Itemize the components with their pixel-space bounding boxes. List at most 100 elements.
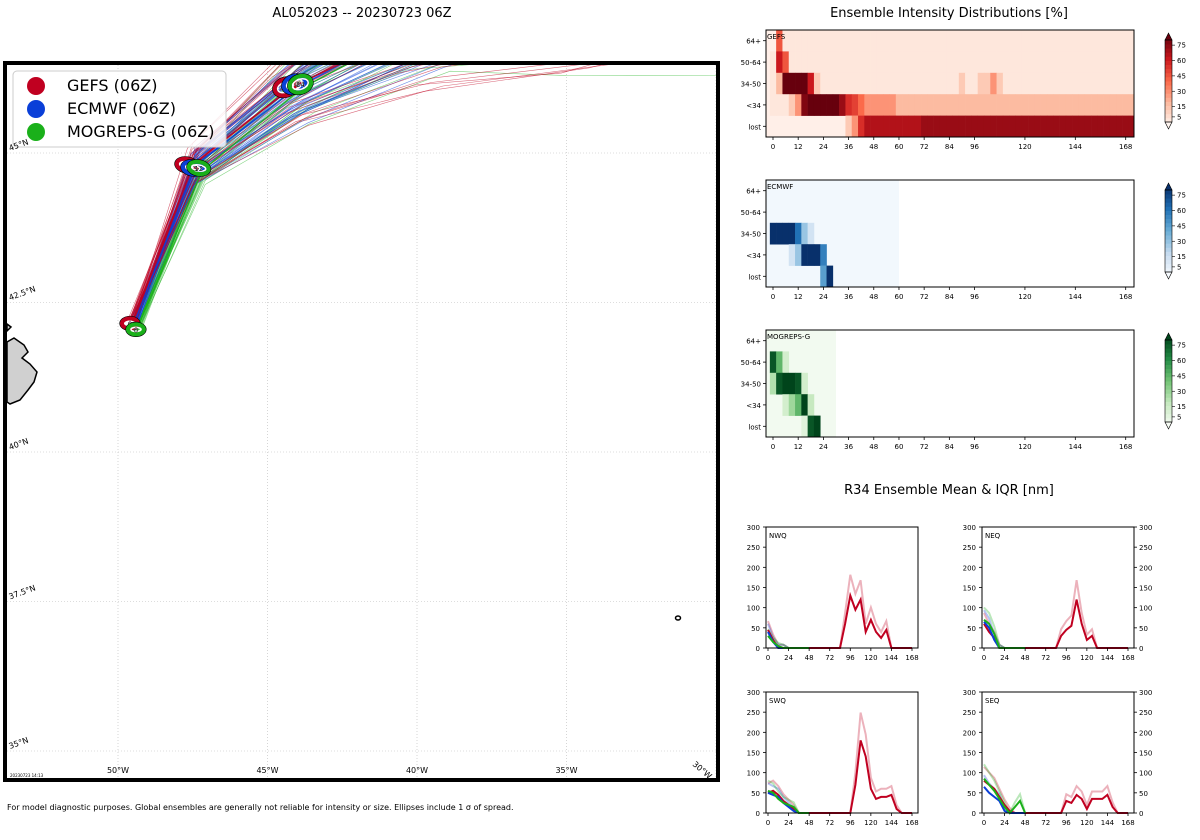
heatmap-cell [1116, 94, 1123, 116]
heatmap-cell [908, 115, 916, 138]
x-tick-label: 144 [1069, 143, 1083, 151]
y-tick-label: 300 [747, 524, 760, 532]
heatmap-cell [1072, 30, 1079, 52]
heatmap-cell [990, 51, 997, 74]
map-background [7, 65, 717, 779]
heatmap-gefs: GEFS 64+ 50-64 34-50 <34 lost 0 12 24 36 48 60 72 84 9… [741, 29, 1186, 151]
heatmap-cell [1128, 51, 1135, 74]
colorbar-segment [1165, 393, 1172, 398]
heatmap-cell [1009, 94, 1016, 116]
colorbar-extend-max [1164, 332, 1173, 341]
heatmap-cell [795, 94, 802, 116]
colorbar-extend-min [1164, 421, 1173, 430]
heatmap-cell [958, 51, 966, 74]
heatmap-cell [958, 30, 966, 52]
y-tick-label: 300 [963, 524, 976, 532]
heatmap-cell [1046, 94, 1054, 116]
mogreps-member-track [135, 65, 438, 330]
y-tick-label: 0 [972, 645, 976, 653]
heatmap-cell [1021, 94, 1029, 116]
heatmap-cell [1028, 115, 1035, 138]
heatmap-cell [795, 222, 802, 245]
heatmap-cell [795, 372, 802, 395]
x-tick-label: 0 [982, 654, 986, 662]
colorbar-segment [1165, 247, 1172, 252]
heatmap-cell [1021, 72, 1029, 95]
colorbar-segment [1165, 81, 1172, 86]
heatmap-cell [876, 72, 884, 95]
mogreps-member-track [132, 65, 388, 337]
x-tick-label: 168 [1121, 654, 1134, 662]
ellipse-ring [125, 322, 146, 337]
map-frame [3, 61, 720, 782]
colorbar-segment [1165, 52, 1172, 57]
heatmap-cell [971, 51, 978, 74]
heatmap-cell [801, 72, 808, 95]
heatmap-cell [864, 115, 871, 138]
heatmap-cell [921, 115, 928, 138]
y-tick-label: <34 [746, 402, 761, 410]
heatmap-cell [782, 222, 790, 245]
y-tick-label: 300 [963, 689, 976, 697]
y-tick-label: 150 [747, 750, 760, 758]
heatmap-cell [864, 30, 871, 52]
heatmap-cell [807, 30, 815, 52]
heatmap-cell [826, 94, 834, 116]
heatmap-cell [1015, 30, 1023, 52]
heatmap-cell [1053, 72, 1060, 95]
timestamp-stamp: 20230723 14:13 [10, 773, 44, 778]
colorbar-extend-max [1164, 182, 1173, 191]
heatmap-cell [902, 94, 909, 116]
newfoundland-coast [7, 337, 38, 405]
gefs-member-track [136, 65, 294, 322]
y-tick-label: 64+ [746, 338, 761, 346]
heatmap-cell [983, 94, 991, 116]
y-tick-label: 100 [747, 605, 760, 613]
heatmap-cell [769, 351, 777, 374]
heatmap-cell [895, 51, 903, 74]
ecmwf-member-track [133, 65, 338, 332]
y-tick-label: 150 [747, 585, 760, 593]
heatmap-cell [870, 72, 878, 95]
heatmap-cell [813, 30, 821, 52]
y-tick-label: 34-50 [741, 81, 761, 89]
r34-background [982, 527, 1134, 648]
heatmap-cell [1046, 51, 1054, 74]
r34-quadrant-label: NEQ [985, 532, 1001, 540]
ellipse-hour-label: 0 [134, 326, 138, 334]
heatmap-cell [820, 265, 827, 288]
heatmap-cell [1078, 72, 1086, 95]
heatmap-cell [883, 30, 890, 52]
r34-background [982, 692, 1134, 813]
heatmap-cell [914, 94, 922, 116]
x-tick-label: 12 [794, 443, 803, 451]
gefs-mean-track [132, 65, 340, 321]
heatmap-cell [952, 72, 960, 95]
ellipse-hour-label: 24 [290, 81, 299, 89]
heatmap-cell [801, 222, 808, 245]
heatmap-cell [1065, 30, 1073, 52]
colorbar-segment [1165, 405, 1172, 411]
y-tick-label: 34-50 [741, 381, 761, 389]
x-tick-label: 24 [819, 443, 828, 451]
heatmap-cell [851, 72, 859, 95]
heatmap-cell [1091, 30, 1098, 52]
heatmap-cell [983, 115, 991, 138]
mogreps-g-mean-line [983, 778, 1027, 815]
heatmap-cell [769, 222, 777, 245]
heatmap-cell [921, 72, 928, 95]
heatmap-cell [939, 51, 947, 74]
colorbar-frame [1164, 189, 1173, 273]
heatmap-cell [1059, 115, 1067, 138]
x-tick-label: 120 [1080, 654, 1093, 662]
heatmap-cell [1053, 94, 1060, 116]
heatmap-cell [1097, 72, 1104, 95]
y-tick-label-right: 200 [1139, 729, 1152, 737]
mogreps-ellipse-12h: 12 [186, 159, 212, 177]
heatmap-cell [1103, 94, 1111, 116]
x-tick-label: 72 [920, 143, 929, 151]
heatmap-cell [914, 72, 922, 95]
heatmap-cell [883, 94, 890, 116]
y-tick-label: lost [748, 423, 761, 431]
heatmap-cell [1040, 51, 1048, 74]
